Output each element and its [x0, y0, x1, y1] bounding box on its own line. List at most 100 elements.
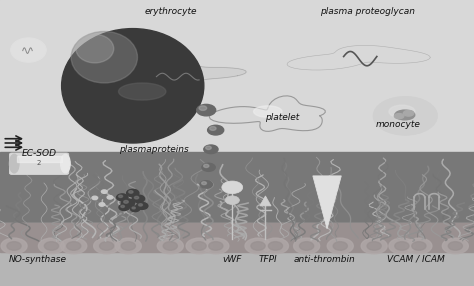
Circle shape [222, 181, 243, 194]
Circle shape [119, 204, 129, 210]
Ellipse shape [45, 242, 59, 250]
Circle shape [118, 195, 123, 198]
Text: NO-synthase: NO-synthase [9, 255, 67, 264]
Bar [0, 107, 474, 116]
Ellipse shape [192, 242, 206, 250]
Text: plasmaproteins: plasmaproteins [119, 145, 189, 154]
Circle shape [373, 96, 438, 135]
Bar [17, 156, 62, 162]
Ellipse shape [67, 242, 81, 250]
Circle shape [129, 191, 133, 193]
Circle shape [132, 207, 135, 209]
Ellipse shape [300, 242, 314, 250]
Circle shape [107, 196, 113, 199]
Bar [0, 33, 474, 41]
Bar [0, 0, 474, 8]
Ellipse shape [9, 154, 19, 173]
Ellipse shape [186, 238, 212, 254]
Circle shape [132, 195, 145, 202]
Ellipse shape [245, 238, 271, 254]
Polygon shape [260, 196, 271, 206]
Circle shape [206, 146, 211, 150]
Circle shape [137, 202, 148, 209]
Ellipse shape [100, 242, 114, 250]
Circle shape [197, 104, 216, 116]
Ellipse shape [412, 242, 426, 250]
Ellipse shape [61, 238, 87, 254]
Bar [0, 66, 474, 75]
Ellipse shape [333, 242, 347, 250]
Bar [0, 82, 474, 91]
Ellipse shape [10, 38, 46, 62]
Ellipse shape [157, 238, 183, 254]
Circle shape [99, 203, 105, 206]
Bar [0, 49, 474, 58]
Ellipse shape [61, 154, 70, 173]
Circle shape [121, 199, 135, 207]
Ellipse shape [254, 106, 282, 117]
Circle shape [204, 145, 218, 154]
Circle shape [127, 189, 139, 197]
Ellipse shape [7, 242, 21, 250]
Ellipse shape [118, 83, 166, 100]
Bar [0, 140, 474, 149]
Circle shape [101, 190, 107, 193]
Circle shape [210, 126, 216, 130]
Ellipse shape [394, 114, 404, 119]
Bar [0, 124, 474, 132]
Ellipse shape [268, 242, 283, 250]
Ellipse shape [163, 242, 177, 250]
Ellipse shape [115, 238, 141, 254]
Polygon shape [127, 63, 246, 91]
Circle shape [200, 181, 212, 188]
Circle shape [202, 163, 215, 171]
Ellipse shape [361, 238, 387, 254]
Bar [0, 116, 474, 124]
Bar [0, 99, 474, 108]
FancyBboxPatch shape [9, 153, 69, 174]
Circle shape [121, 205, 125, 208]
Ellipse shape [1, 238, 27, 254]
Text: TFPI: TFPI [258, 255, 277, 264]
Ellipse shape [94, 238, 120, 254]
Circle shape [203, 164, 209, 168]
Ellipse shape [251, 242, 265, 250]
Bar [0, 152, 474, 243]
Ellipse shape [76, 34, 114, 63]
Text: erythrocyte: erythrocyte [145, 7, 197, 16]
Circle shape [201, 182, 207, 185]
Circle shape [130, 206, 140, 212]
Bar [0, 74, 474, 83]
Ellipse shape [367, 242, 381, 250]
Circle shape [92, 196, 98, 200]
Bar [0, 0, 474, 157]
Text: EC-SOD: EC-SOD [21, 149, 56, 158]
Ellipse shape [209, 242, 223, 250]
Text: 2: 2 [36, 160, 41, 166]
Circle shape [199, 106, 207, 110]
Ellipse shape [121, 242, 136, 250]
Ellipse shape [395, 242, 409, 250]
Ellipse shape [38, 238, 64, 254]
Text: anti-thrombin: anti-thrombin [294, 255, 356, 264]
Circle shape [138, 204, 143, 206]
Ellipse shape [389, 238, 415, 254]
Text: monocyte: monocyte [376, 120, 420, 129]
Ellipse shape [62, 29, 204, 143]
Bar [0, 58, 474, 66]
Ellipse shape [448, 242, 463, 250]
Bar [0, 157, 474, 223]
Bar [0, 91, 474, 99]
Ellipse shape [406, 238, 432, 254]
Ellipse shape [203, 238, 229, 254]
Circle shape [225, 196, 239, 204]
Ellipse shape [442, 238, 468, 254]
Text: platelet: platelet [265, 113, 299, 122]
Bar [0, 149, 474, 157]
Polygon shape [287, 45, 430, 70]
Bar [0, 8, 474, 17]
Polygon shape [210, 96, 325, 131]
Text: plasma proteoglycan: plasma proteoglycan [320, 7, 415, 16]
Circle shape [135, 196, 139, 199]
Polygon shape [313, 176, 341, 229]
